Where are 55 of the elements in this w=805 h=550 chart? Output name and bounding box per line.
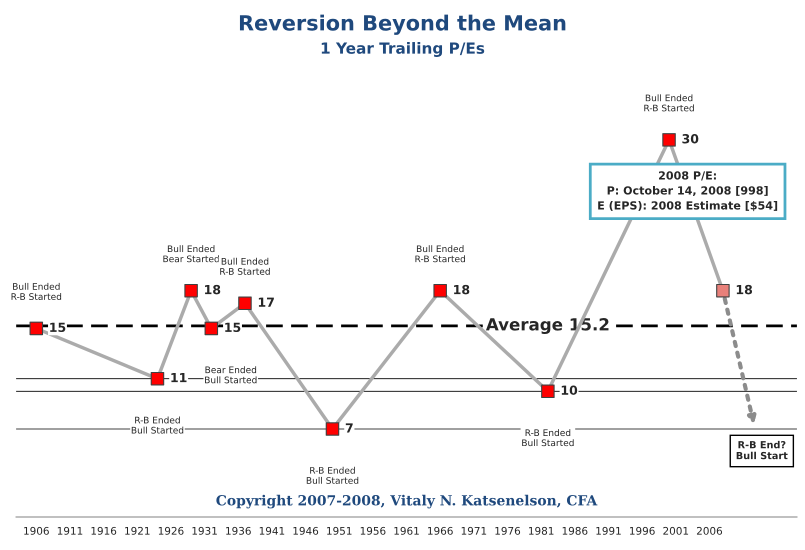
x-tick-label: 1946 [293, 526, 318, 535]
x-tick-label: 1986 [562, 526, 588, 535]
point [150, 372, 164, 386]
data-label: 10 [562, 385, 578, 395]
data-label: 18 [205, 284, 220, 294]
x-tick-label: 2006 [696, 526, 722, 535]
data-label: 15 [225, 322, 240, 332]
x-tick-label: 1911 [58, 526, 82, 535]
x-tick-label: 1906 [24, 526, 49, 535]
x-tick-label: 1936 [226, 526, 251, 535]
text: Bull Ended R-B Started [644, 94, 694, 112]
x-tick-label: 1951 [327, 526, 352, 535]
data-label: 17 [258, 298, 274, 307]
data-label: 18 [736, 284, 752, 294]
annotation: Bull Ended R-B Started [220, 258, 270, 275]
x-tick-label: 1976 [495, 526, 520, 535]
point [238, 296, 252, 310]
data-label: 18 [454, 284, 470, 294]
x-tick-label: 1996 [630, 526, 655, 535]
chart-subtitle: 1 Year Trailing P/Es [322, 42, 484, 57]
annotation: Bull Ended R-B Started [12, 282, 62, 300]
text: R-B End? Bull Start [736, 440, 788, 460]
x-tick-label: 1991 [596, 526, 621, 535]
data-label: 15 [50, 322, 66, 332]
annotation: R-B Ended Bull Started [132, 416, 184, 434]
data-label: 30 [682, 134, 698, 144]
x-tick-label: 1926 [158, 526, 184, 535]
annotation: Bull Ended Bear Started [163, 245, 219, 262]
x-tick-label: 2001 [663, 526, 688, 535]
point [204, 322, 218, 336]
x-tick-label: 1941 [260, 526, 284, 535]
point [541, 384, 555, 398]
x-tick-label: 1966 [428, 526, 453, 535]
annotation: Bear Ended Bull Started [205, 366, 257, 384]
annotation: 2008 P/E: P: October 14, 2008 [998] E (EPS): 2008 Estimate [$54] [598, 171, 778, 212]
point [30, 322, 44, 336]
x-tick-label: 1921 [125, 526, 150, 535]
data-label: 7 [346, 423, 353, 432]
point [184, 284, 198, 298]
x-tick-label: 1931 [192, 526, 217, 535]
x-tick-label: 1981 [529, 526, 554, 535]
text: R-B Ended Bull Started [522, 429, 574, 446]
point [433, 284, 447, 298]
annotation: Bull Ended R-B Started [415, 245, 465, 262]
x-tick-label: 1971 [462, 526, 486, 535]
point [662, 133, 676, 147]
point [716, 284, 730, 298]
chart-title: Reversion Beyond the Mean [240, 14, 566, 35]
text: Copyright 2007-2008, Vitaly N. Katsenelson, CFA [216, 494, 598, 508]
x-tick-label: 1961 [394, 526, 419, 535]
x-tick-label: 1956 [360, 526, 386, 535]
point [326, 422, 340, 436]
data-label: 11 [171, 373, 186, 382]
text: R-B Ended Bull Started [306, 466, 358, 484]
x-tick-label: 1916 [92, 526, 116, 535]
